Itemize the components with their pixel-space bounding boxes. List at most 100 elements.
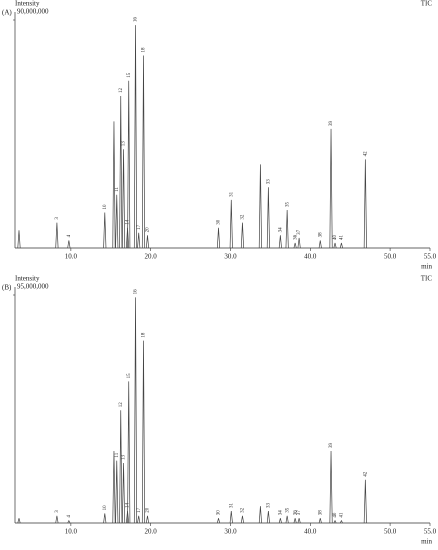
x-tick-label: 30.0 (224, 528, 237, 536)
peak-label: 16 (134, 289, 139, 295)
peak (112, 450, 116, 524)
peak-label: 38 (318, 510, 323, 516)
peak-label: 30 (217, 219, 222, 225)
peak-label: 16 (134, 17, 139, 23)
x-tick-label: 50.0 (384, 253, 397, 261)
x-tick-label: 10.0 (65, 528, 78, 536)
peak (297, 237, 301, 249)
peak-label: 33 (267, 179, 272, 185)
peak-label: 41 (340, 512, 345, 518)
peak (67, 519, 71, 524)
x-axis-label: min (421, 538, 432, 546)
peak-label: 20 (146, 227, 151, 233)
peak-label: 35 (285, 202, 290, 208)
peak (103, 513, 107, 524)
x-tick-label: 40.0 (304, 528, 317, 536)
peak (363, 479, 367, 524)
peak (363, 159, 367, 249)
peak (318, 518, 322, 524)
peak-label: 31 (229, 191, 234, 197)
peak-label: 37 (297, 510, 302, 516)
peak-label: 42 (363, 151, 368, 157)
peak (285, 515, 289, 524)
peak (329, 128, 333, 249)
peak (141, 55, 146, 249)
peak-label: 30 (217, 510, 222, 516)
x-tick-label: 20.0 (145, 528, 158, 536)
peak (17, 230, 21, 249)
panel-label: (B) (2, 284, 12, 292)
panel-label: (A) (2, 9, 12, 17)
peak (266, 187, 270, 249)
peak-label: 13 (122, 141, 127, 146)
y-tick-label: 95,000,000 (17, 283, 49, 291)
peak (121, 462, 126, 524)
x-tick-label: 20.0 (145, 253, 158, 261)
peak-label: 11 (115, 452, 120, 457)
peak (55, 515, 59, 524)
peak (297, 518, 301, 524)
peak-label: 35 (285, 507, 290, 513)
peak (216, 227, 221, 249)
peak (137, 232, 141, 249)
x-tick-label: 55.0 (424, 253, 437, 261)
peak (240, 515, 244, 524)
peak-label: 34 (279, 227, 284, 233)
peak-label: 42 (363, 471, 368, 477)
peak-label: 12 (119, 402, 124, 408)
peak (133, 25, 138, 249)
peak-label: 34 (279, 510, 284, 516)
peak-label: 41 (340, 234, 345, 240)
peak-label: 31 (229, 503, 234, 509)
peak-label: 10 (103, 505, 108, 511)
peak (67, 240, 71, 249)
peak-label: 18 (142, 332, 147, 338)
peak-label: 11 (115, 186, 120, 191)
x-tick-label: 10.0 (65, 253, 78, 261)
peak-label: 3 (55, 510, 60, 513)
x-tick-label: 50.0 (384, 528, 397, 536)
peak-label: 14 (126, 219, 131, 225)
peak-label: 20 (146, 507, 151, 513)
trace-label: TIC (421, 0, 433, 8)
peak (318, 240, 322, 249)
peak (145, 515, 150, 524)
x-axis-label: min (421, 263, 432, 271)
peak-label: 13 (122, 455, 127, 461)
y-axis-label: Intensity (15, 275, 40, 283)
peak (333, 242, 337, 249)
y-axis-label: Intensity (15, 0, 40, 8)
peak (127, 381, 131, 524)
peak (103, 212, 107, 249)
peak (240, 222, 245, 249)
peak (229, 199, 233, 249)
peak-label: 32 (241, 507, 246, 513)
peak (121, 149, 126, 249)
peak (258, 506, 262, 524)
trace-label: TIC (421, 275, 433, 283)
peak-label: 17 (137, 507, 142, 513)
peak-label: 37 (297, 229, 302, 235)
peak (145, 235, 150, 249)
peak-label: 39 (329, 120, 334, 126)
peak (115, 460, 119, 524)
peak (127, 80, 131, 249)
peak-label: 15 (127, 373, 132, 379)
peak-label: 4 (67, 515, 72, 518)
peak (266, 510, 270, 524)
peak-label: 38 (318, 232, 323, 238)
peak-label: 12 (119, 88, 124, 94)
peak (229, 510, 233, 524)
peak (119, 410, 123, 524)
peak (17, 518, 21, 524)
peak (278, 235, 282, 249)
peak-label: 33 (267, 503, 272, 509)
peak (285, 209, 289, 249)
peak-label: 4 (67, 234, 72, 237)
peak (55, 222, 59, 249)
peak (112, 121, 116, 249)
peak-label: 36 (293, 510, 298, 516)
peak-label: 39 (329, 443, 334, 449)
peak (339, 242, 343, 249)
